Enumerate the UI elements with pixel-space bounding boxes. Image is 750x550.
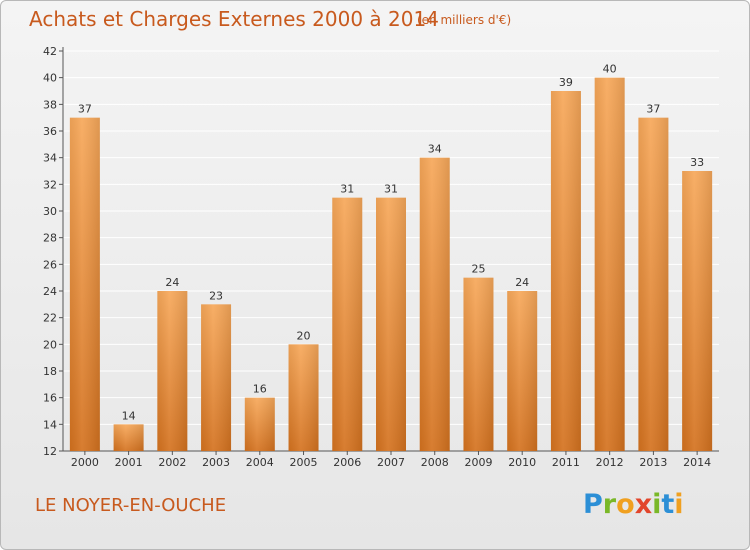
x-tick-label: 2013 bbox=[639, 456, 667, 469]
location-name: LE NOYER-EN-OUCHE bbox=[35, 495, 227, 516]
bar-shade bbox=[419, 157, 450, 451]
data-label: 25 bbox=[471, 263, 485, 276]
data-label: 24 bbox=[165, 276, 179, 289]
x-tick-label: 2003 bbox=[202, 456, 230, 469]
x-tick-label: 2002 bbox=[158, 456, 186, 469]
bar-shade bbox=[332, 197, 363, 451]
bar-shade bbox=[69, 117, 100, 452]
x-tick-label: 2008 bbox=[421, 456, 449, 469]
y-tick-label: 38 bbox=[43, 98, 57, 111]
y-tick-label: 22 bbox=[43, 312, 57, 325]
x-tick-label: 2007 bbox=[377, 456, 405, 469]
y-tick-label: 20 bbox=[43, 338, 57, 351]
chart-title: Achats et Charges Externes 2000 à 2014 bbox=[29, 7, 439, 31]
data-label: 39 bbox=[559, 76, 573, 89]
bar-shade bbox=[507, 291, 538, 451]
data-label: 33 bbox=[690, 156, 704, 169]
x-tick-label: 2014 bbox=[683, 456, 711, 469]
bar-shade bbox=[244, 397, 275, 451]
bar-shade bbox=[550, 91, 581, 451]
bar-shade bbox=[113, 424, 144, 451]
x-tick-label: 2000 bbox=[71, 456, 99, 469]
bar-shade bbox=[682, 171, 713, 451]
x-tick-label: 2009 bbox=[464, 456, 492, 469]
bar-shade bbox=[288, 344, 319, 451]
data-label: 40 bbox=[603, 63, 617, 76]
bar-shade bbox=[376, 197, 406, 451]
y-tick-label: 32 bbox=[43, 178, 57, 191]
bar-shade bbox=[201, 304, 232, 451]
bars bbox=[69, 77, 713, 452]
data-label: 20 bbox=[297, 329, 311, 342]
y-tick-label: 24 bbox=[43, 285, 57, 298]
y-tick-label: 16 bbox=[43, 392, 57, 405]
x-tick-label: 2001 bbox=[115, 456, 143, 469]
y-tick-label: 40 bbox=[43, 72, 57, 85]
data-label: 37 bbox=[78, 103, 92, 116]
x-tick-label: 2004 bbox=[246, 456, 274, 469]
data-label: 14 bbox=[122, 409, 136, 422]
data-label: 37 bbox=[646, 103, 660, 116]
proxiti-logo: Proxiti bbox=[583, 489, 684, 520]
y-tick-label: 28 bbox=[43, 232, 57, 245]
labels: 12 14 16 18 20 22 24 26 28 30 32 34 36 38 40 42 37 2000 14… bbox=[43, 45, 711, 469]
data-label: 23 bbox=[209, 289, 223, 302]
data-label: 24 bbox=[515, 276, 529, 289]
bar-shade bbox=[594, 77, 625, 452]
x-tick-label: 2010 bbox=[508, 456, 536, 469]
chart-subtitle: (en milliers d'€) bbox=[417, 13, 512, 27]
x-tick-label: 2005 bbox=[290, 456, 318, 469]
x-tick-label: 2012 bbox=[596, 456, 624, 469]
data-label: 31 bbox=[340, 183, 354, 196]
data-label: 34 bbox=[428, 143, 442, 156]
data-label: 16 bbox=[253, 383, 267, 396]
x-tick-label: 2011 bbox=[552, 456, 580, 469]
data-label: 31 bbox=[384, 183, 398, 196]
bar-shade bbox=[638, 117, 669, 452]
y-tick-label: 18 bbox=[43, 365, 57, 378]
bar-shade bbox=[463, 277, 494, 451]
y-tick-label: 26 bbox=[43, 258, 57, 271]
y-tick-label: 36 bbox=[43, 125, 57, 138]
y-tick-label: 12 bbox=[43, 445, 57, 458]
bar-shade bbox=[157, 291, 188, 451]
x-tick-label: 2006 bbox=[333, 456, 361, 469]
y-tick-label: 42 bbox=[43, 45, 57, 58]
y-tick-label: 14 bbox=[43, 418, 57, 431]
y-tick-label: 34 bbox=[43, 152, 57, 165]
y-tick-label: 30 bbox=[43, 205, 57, 218]
